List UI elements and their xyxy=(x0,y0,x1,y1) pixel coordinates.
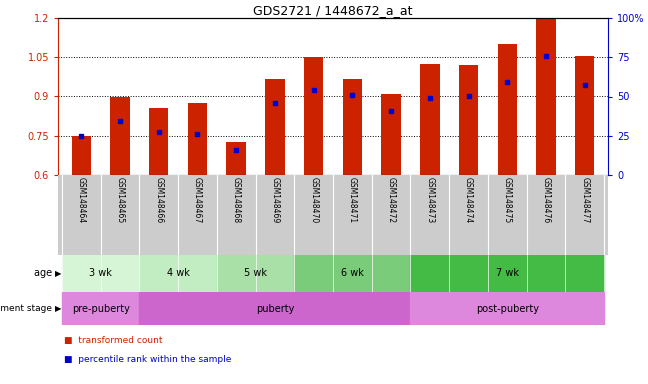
Text: development stage: development stage xyxy=(0,304,55,313)
Text: GSM148472: GSM148472 xyxy=(387,177,395,223)
Text: GSM148475: GSM148475 xyxy=(503,177,512,223)
Bar xyxy=(537,18,556,175)
Title: GDS2721 / 1448672_a_at: GDS2721 / 1448672_a_at xyxy=(253,4,413,17)
Bar xyxy=(139,255,217,292)
Text: pre-puberty: pre-puberty xyxy=(72,303,130,313)
Bar xyxy=(227,142,246,175)
Bar xyxy=(188,103,207,175)
Text: 4 wk: 4 wk xyxy=(167,268,189,278)
Text: GSM148473: GSM148473 xyxy=(425,177,434,223)
Bar xyxy=(149,108,168,175)
Bar xyxy=(62,292,139,325)
Bar xyxy=(410,255,604,292)
Bar xyxy=(110,96,130,175)
Text: 6 wk: 6 wk xyxy=(341,268,364,278)
Bar xyxy=(71,136,91,175)
Text: GSM148469: GSM148469 xyxy=(270,177,279,223)
Text: GSM148471: GSM148471 xyxy=(348,177,357,223)
Bar xyxy=(294,255,410,292)
Text: 3 wk: 3 wk xyxy=(89,268,112,278)
Bar xyxy=(459,65,478,175)
Bar xyxy=(343,79,362,175)
Bar xyxy=(382,94,400,175)
Text: ■  percentile rank within the sample: ■ percentile rank within the sample xyxy=(65,355,232,364)
Text: age: age xyxy=(34,268,55,278)
Text: GSM148474: GSM148474 xyxy=(464,177,473,223)
Text: ▶: ▶ xyxy=(55,269,62,278)
Text: GSM148470: GSM148470 xyxy=(309,177,318,223)
Text: GSM148476: GSM148476 xyxy=(542,177,551,223)
Text: puberty: puberty xyxy=(256,303,294,313)
Bar xyxy=(420,64,439,175)
Text: ▶: ▶ xyxy=(55,304,62,313)
Bar xyxy=(575,56,594,175)
Text: ■  transformed count: ■ transformed count xyxy=(65,336,163,345)
Bar xyxy=(62,255,139,292)
Bar xyxy=(265,79,284,175)
Text: post-puberty: post-puberty xyxy=(476,303,538,313)
Text: GSM148467: GSM148467 xyxy=(193,177,202,223)
Bar xyxy=(498,44,517,175)
Text: GSM148468: GSM148468 xyxy=(232,177,240,223)
Bar xyxy=(217,255,294,292)
Bar xyxy=(410,292,604,325)
Text: 5 wk: 5 wk xyxy=(244,268,267,278)
Text: GSM148466: GSM148466 xyxy=(154,177,163,223)
Text: GSM148477: GSM148477 xyxy=(580,177,589,223)
Text: 7 wk: 7 wk xyxy=(496,268,519,278)
Bar xyxy=(139,292,410,325)
Bar xyxy=(304,57,323,175)
Text: GSM148465: GSM148465 xyxy=(115,177,124,223)
Text: GSM148464: GSM148464 xyxy=(76,177,86,223)
